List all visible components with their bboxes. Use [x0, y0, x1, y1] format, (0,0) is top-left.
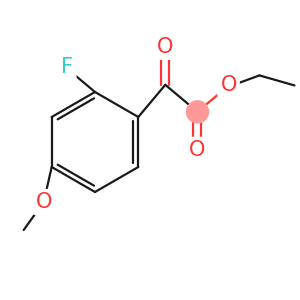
Text: O: O [35, 192, 52, 212]
Text: O: O [220, 75, 237, 95]
Text: O: O [157, 37, 173, 57]
Circle shape [187, 101, 208, 123]
Text: O: O [189, 140, 206, 160]
Text: F: F [61, 57, 74, 77]
